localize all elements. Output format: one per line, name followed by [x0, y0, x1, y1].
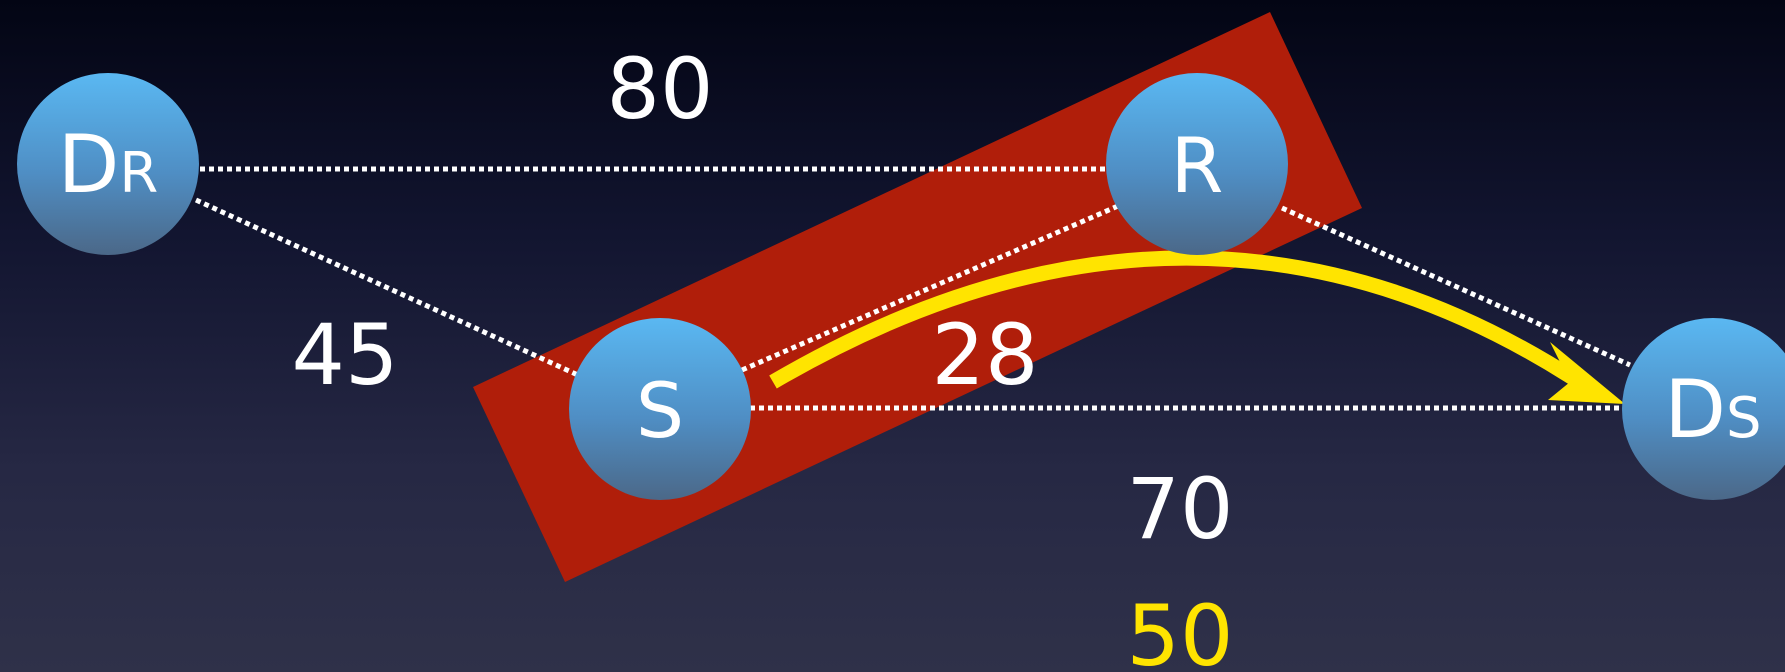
node-s-main: S [636, 366, 684, 455]
edge-r-ds [1280, 205, 1632, 368]
node-r-label: R [1171, 121, 1224, 210]
node-ds-sub: S [1726, 386, 1762, 451]
weight-dr-s: 45 [292, 306, 399, 404]
weight-s-ds: 70 [1127, 460, 1234, 558]
node-dr-circle [17, 73, 199, 255]
node-dr-sub: R [119, 141, 158, 206]
path-arrow [769, 250, 1581, 389]
path-arrowhead [1548, 342, 1625, 404]
node-s-label: S [636, 366, 684, 455]
node-ds-label: DS [1664, 363, 1761, 456]
edges [194, 166, 1632, 411]
edge-dr-s [194, 197, 582, 379]
weight-dr-r: 80 [607, 40, 714, 138]
weight-path: 50 [1127, 587, 1234, 672]
node-dr: DR [17, 73, 199, 255]
node-ds-main: D [1664, 363, 1726, 456]
node-s-circle [569, 318, 751, 500]
node-s: S [569, 318, 751, 500]
node-ds-circle [1622, 318, 1785, 500]
node-r: R [1106, 73, 1288, 255]
node-r-main: R [1171, 121, 1224, 210]
node-ds: DS [1622, 318, 1785, 500]
node-dr-main: D [58, 118, 120, 211]
node-r-circle [1106, 73, 1288, 255]
node-dr-label: DR [58, 118, 159, 211]
weight-s-r: 28 [932, 306, 1039, 404]
